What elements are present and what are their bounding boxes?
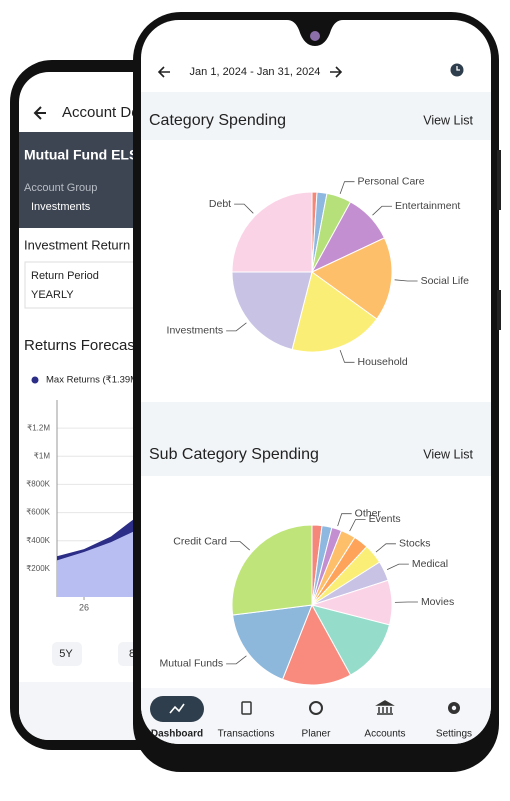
nav-label[interactable]: Transactions — [218, 729, 275, 740]
title: Account De — [62, 104, 140, 121]
y-tick-label: ₹400K — [26, 536, 50, 545]
front-screen: Jan 1, 2024 - Jan 31, 2024 Category Spen… — [141, 20, 491, 748]
slice-label: Social Life — [421, 275, 470, 287]
slice-label: Movies — [421, 596, 454, 608]
legend-dot — [32, 377, 39, 384]
camera — [310, 31, 320, 41]
date-range: Jan 1, 2024 - Jan 31, 2024 — [190, 66, 321, 78]
slice-label: Household — [358, 356, 408, 368]
section-title: Category Spending — [149, 112, 286, 129]
slice-label: Investments — [167, 325, 224, 337]
y-tick-label: ₹200K — [26, 564, 50, 573]
section-title: Investment Return D — [24, 237, 143, 252]
side-button — [497, 290, 501, 330]
slice-label: Events — [369, 513, 401, 525]
nav-label[interactable]: Settings — [436, 729, 472, 740]
slice-label: Credit Card — [173, 535, 227, 547]
period-label: Return Period — [31, 270, 99, 282]
slice-label: Debt — [209, 198, 231, 210]
period-value: YEARLY — [31, 289, 74, 301]
range-label: 5Y — [59, 648, 73, 660]
group-label: Account Group — [24, 182, 97, 194]
forecast-title: Returns Forecast — [24, 337, 140, 354]
view-list[interactable]: View List — [423, 447, 473, 461]
slice-label: Entertainment — [395, 200, 460, 212]
nav-label[interactable]: Planer — [302, 729, 332, 740]
slice-label: Mutual Funds — [160, 658, 224, 670]
group-value: Investments — [31, 201, 91, 213]
section-band — [141, 402, 491, 476]
section-title: Sub Category Spending — [149, 446, 319, 463]
side-button — [497, 150, 501, 210]
fund-name: Mutual Fund ELSS — [24, 147, 148, 163]
nav-icon — [452, 706, 456, 710]
nav-label[interactable]: Dashboard — [151, 729, 203, 740]
y-tick-label: ₹600K — [26, 508, 50, 517]
x-tick-label: 26 — [79, 602, 89, 612]
y-tick-label: ₹800K — [26, 480, 50, 489]
view-list[interactable]: View List — [423, 113, 473, 127]
slice-label: Stocks — [399, 538, 431, 550]
slice-label: Medical — [412, 558, 448, 570]
slice-label: Personal Care — [358, 175, 425, 187]
legend-label: Max Returns (₹1.39M — [46, 375, 138, 386]
nav-label[interactable]: Accounts — [364, 729, 405, 740]
y-tick-label: ₹1.2M — [27, 423, 50, 432]
y-tick-label: ₹1M — [34, 451, 51, 460]
